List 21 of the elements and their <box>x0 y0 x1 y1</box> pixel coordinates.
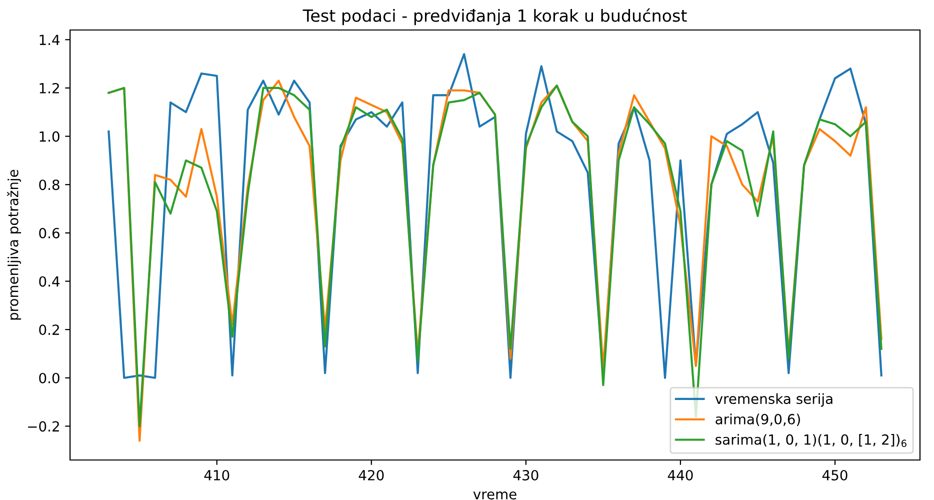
legend-label: sarima(1, 0, 1)(1, 0, [1, 2])$_{6}$ <box>716 434 906 448</box>
chart-title: Test podaci - predviđanja 1 korak u budućnost <box>302 8 687 26</box>
y-tick-label: 0.6 <box>39 228 60 238</box>
y-tick-label: 1.4 <box>40 34 60 45</box>
y-tick-label: 1.2 <box>40 82 59 94</box>
y-tick-label: 0.0 <box>39 372 60 384</box>
x-tick-label: 410 <box>204 470 230 480</box>
y-tick-label: 0.2 <box>39 324 59 336</box>
y-tick-label: 1.0 <box>40 131 60 142</box>
legend-label: vremenska serija <box>715 393 832 407</box>
y-axis-title: promenljiva potražnje <box>7 170 22 320</box>
line-series <box>108 53 882 379</box>
x-tick-label: 450 <box>822 470 848 480</box>
x-tick-label: 420 <box>358 470 384 480</box>
y-tick-label: 0.4 <box>39 276 60 287</box>
legend-label: arima(9,0,6) <box>716 414 800 426</box>
y-tick-label: 0.8 <box>39 180 60 190</box>
y-tick-label: −0.2 <box>28 421 59 432</box>
x-tick-label: 430 <box>513 470 538 480</box>
x-axis-title: vreme <box>473 491 516 500</box>
x-tick-label: 440 <box>668 470 693 480</box>
